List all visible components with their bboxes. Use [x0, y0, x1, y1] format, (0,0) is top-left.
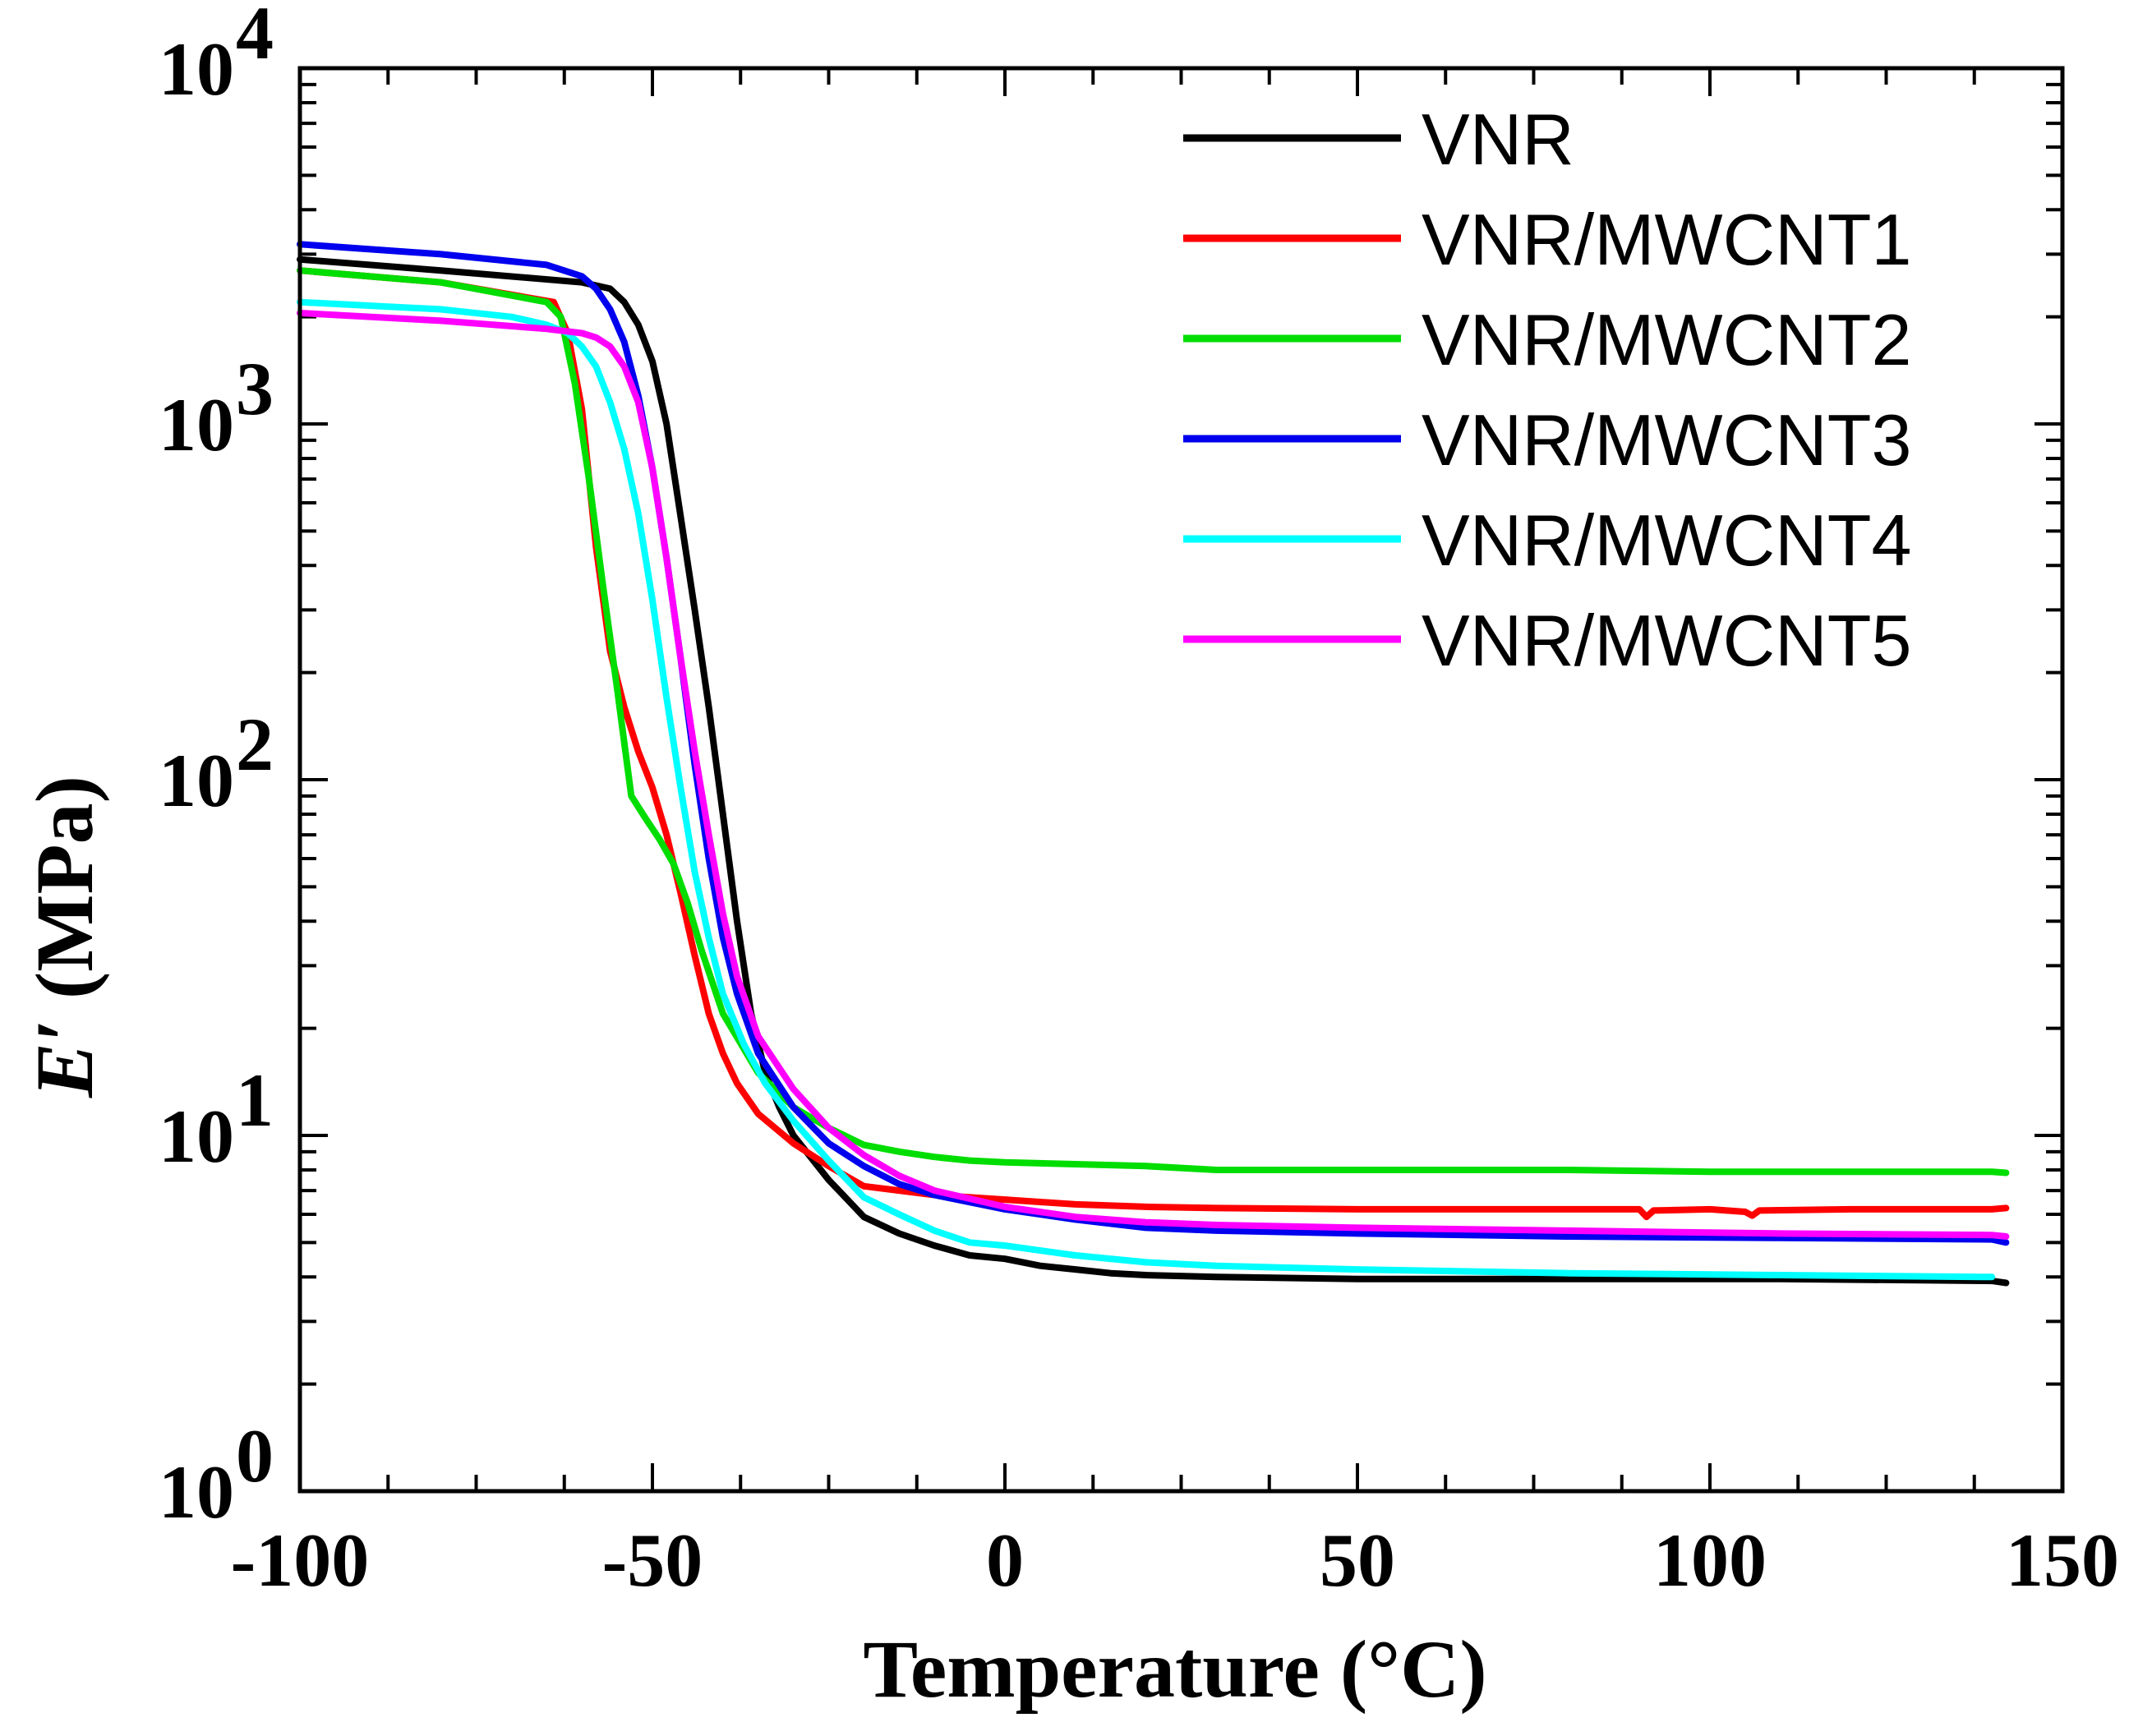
y-tick-label-base: 10	[159, 1094, 234, 1178]
y-tick-label: 10	[159, 739, 234, 822]
plot-series	[297, 241, 2010, 1287]
legend-label: VNR	[1422, 99, 1574, 180]
x-tick-labels: -100 -50 0 50 100 150	[231, 1518, 2119, 1602]
x-tick-label: -100	[231, 1518, 370, 1602]
y-tick-label-exponent: 3	[236, 347, 274, 431]
series-line-vnr-mwcnt2	[297, 267, 2010, 1177]
y-tick-label-exponent: 0	[236, 1414, 274, 1498]
y-tick-label: 10	[159, 27, 234, 111]
y-tick-label-base: 10	[159, 739, 234, 822]
x-tick-label: 0	[986, 1518, 1024, 1602]
y-tick-label: 10	[159, 383, 234, 467]
legend: VNR VNR/MWCNT1 VNR/MWCNT2 VNR/MWCNT3 VNR/MWC…	[1183, 99, 1911, 681]
legend-label: VNR/MWCNT5	[1422, 600, 1911, 681]
y-tick-label-base: 10	[159, 383, 234, 467]
series-line-vnr-mwcnt5	[297, 310, 2010, 1240]
x-tick-label: 100	[1653, 1518, 1767, 1602]
y-tick-label-exponent: 2	[236, 702, 274, 786]
y-tick-label-exponent: 4	[236, 0, 274, 75]
legend-label: VNR/MWCNT1	[1422, 199, 1911, 280]
x-axis-title: Temperature (°C)	[863, 1623, 1486, 1715]
y-tick-label: 10	[159, 1450, 234, 1534]
y-tick-label-exponent: 1	[236, 1058, 274, 1142]
y-axis-title-unit: (MPa)	[19, 776, 110, 1020]
x-tick-label: 50	[1320, 1518, 1395, 1602]
legend-label: VNR/MWCNT3	[1422, 399, 1911, 481]
y-axis-title-symbol: E′	[19, 1020, 110, 1098]
legend-label: VNR/MWCNT4	[1422, 500, 1911, 581]
y-axis-title: E′ (MPa)	[19, 776, 110, 1098]
series-line-vnr-mwcnt4	[297, 298, 1996, 1281]
series-line-vnr-mwcnt3	[297, 241, 2010, 1246]
plot-frame	[297, 66, 2065, 1494]
y-tick-label: 10	[159, 1094, 234, 1178]
x-tick-label: -50	[602, 1518, 703, 1602]
x-tick-label: 150	[2006, 1518, 2119, 1602]
legend-label: VNR/MWCNT2	[1422, 299, 1911, 380]
series-line-vnr	[297, 256, 2010, 1287]
y-tick-label-base: 10	[159, 1450, 234, 1534]
y-tick-label-base: 10	[159, 27, 234, 111]
tick-marks	[298, 67, 2064, 1493]
